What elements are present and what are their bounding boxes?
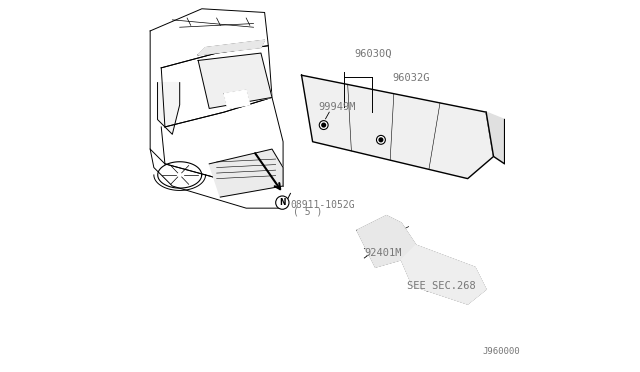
Polygon shape (224, 90, 250, 109)
Text: 96030Q: 96030Q (355, 49, 392, 59)
Text: SEE SEC.268: SEE SEC.268 (407, 281, 476, 291)
Polygon shape (198, 40, 264, 55)
Text: 96032G: 96032G (392, 73, 429, 83)
Circle shape (319, 121, 328, 129)
Circle shape (376, 135, 385, 144)
Polygon shape (357, 215, 416, 267)
Polygon shape (198, 53, 272, 109)
Polygon shape (401, 245, 486, 304)
Text: J960000: J960000 (483, 347, 520, 356)
Circle shape (276, 196, 289, 209)
Text: 99949M: 99949M (318, 102, 356, 112)
Text: 92401M: 92401M (364, 248, 402, 258)
Circle shape (322, 123, 326, 127)
Polygon shape (486, 112, 504, 164)
Circle shape (379, 138, 383, 142)
Polygon shape (301, 75, 493, 179)
Text: 08911-1052G: 08911-1052G (291, 200, 355, 210)
Polygon shape (209, 149, 283, 197)
Text: ( 5 ): ( 5 ) (293, 207, 323, 217)
Polygon shape (157, 83, 180, 134)
Text: N: N (279, 198, 285, 207)
